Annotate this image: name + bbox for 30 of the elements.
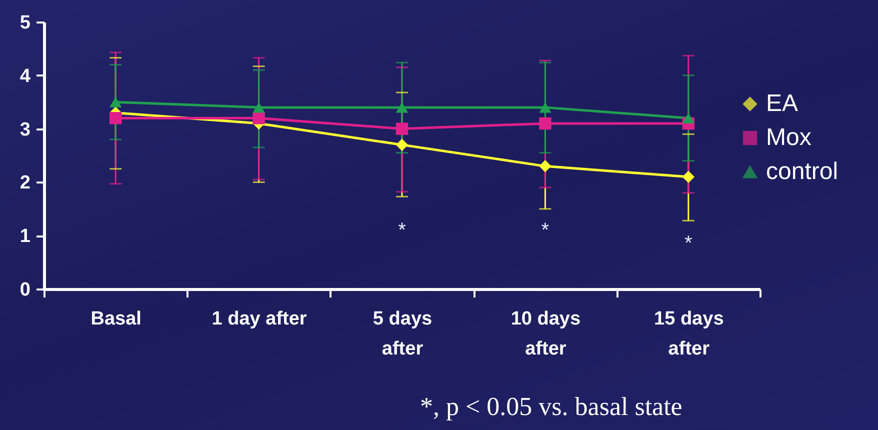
annotation: * (541, 219, 550, 242)
point (539, 160, 552, 172)
x-tick-label: 10 days after (510, 308, 581, 360)
point (252, 112, 265, 124)
legend-label: EA (766, 90, 798, 117)
y-tick-label: 1 (20, 226, 31, 248)
point (396, 102, 408, 113)
annotation: * (684, 232, 692, 255)
y-tick-label: 0 (20, 280, 30, 300)
point (109, 112, 122, 124)
y-tick-label: 4 (20, 66, 31, 87)
point (682, 170, 695, 183)
x-tick-label: 5 days after (372, 308, 432, 360)
annotation: * (398, 219, 406, 242)
x-tick-label: 15 days after (654, 308, 724, 360)
x-tick-label: Basal (90, 308, 142, 330)
point (109, 96, 122, 108)
point (396, 122, 408, 135)
point (682, 112, 695, 124)
point (252, 102, 265, 113)
x-tick-label: 1 day after (212, 308, 308, 330)
text: *, p < 0.05 vs. basal state (420, 392, 682, 422)
y-tick-label: 3 (20, 119, 30, 140)
y-tick-label: 5 (20, 12, 31, 34)
point (539, 117, 552, 130)
legend-label: Mox (766, 124, 812, 151)
point (539, 102, 552, 113)
legend-label: control (766, 158, 838, 185)
point (396, 138, 408, 151)
y-tick-label: 2 (20, 172, 30, 194)
